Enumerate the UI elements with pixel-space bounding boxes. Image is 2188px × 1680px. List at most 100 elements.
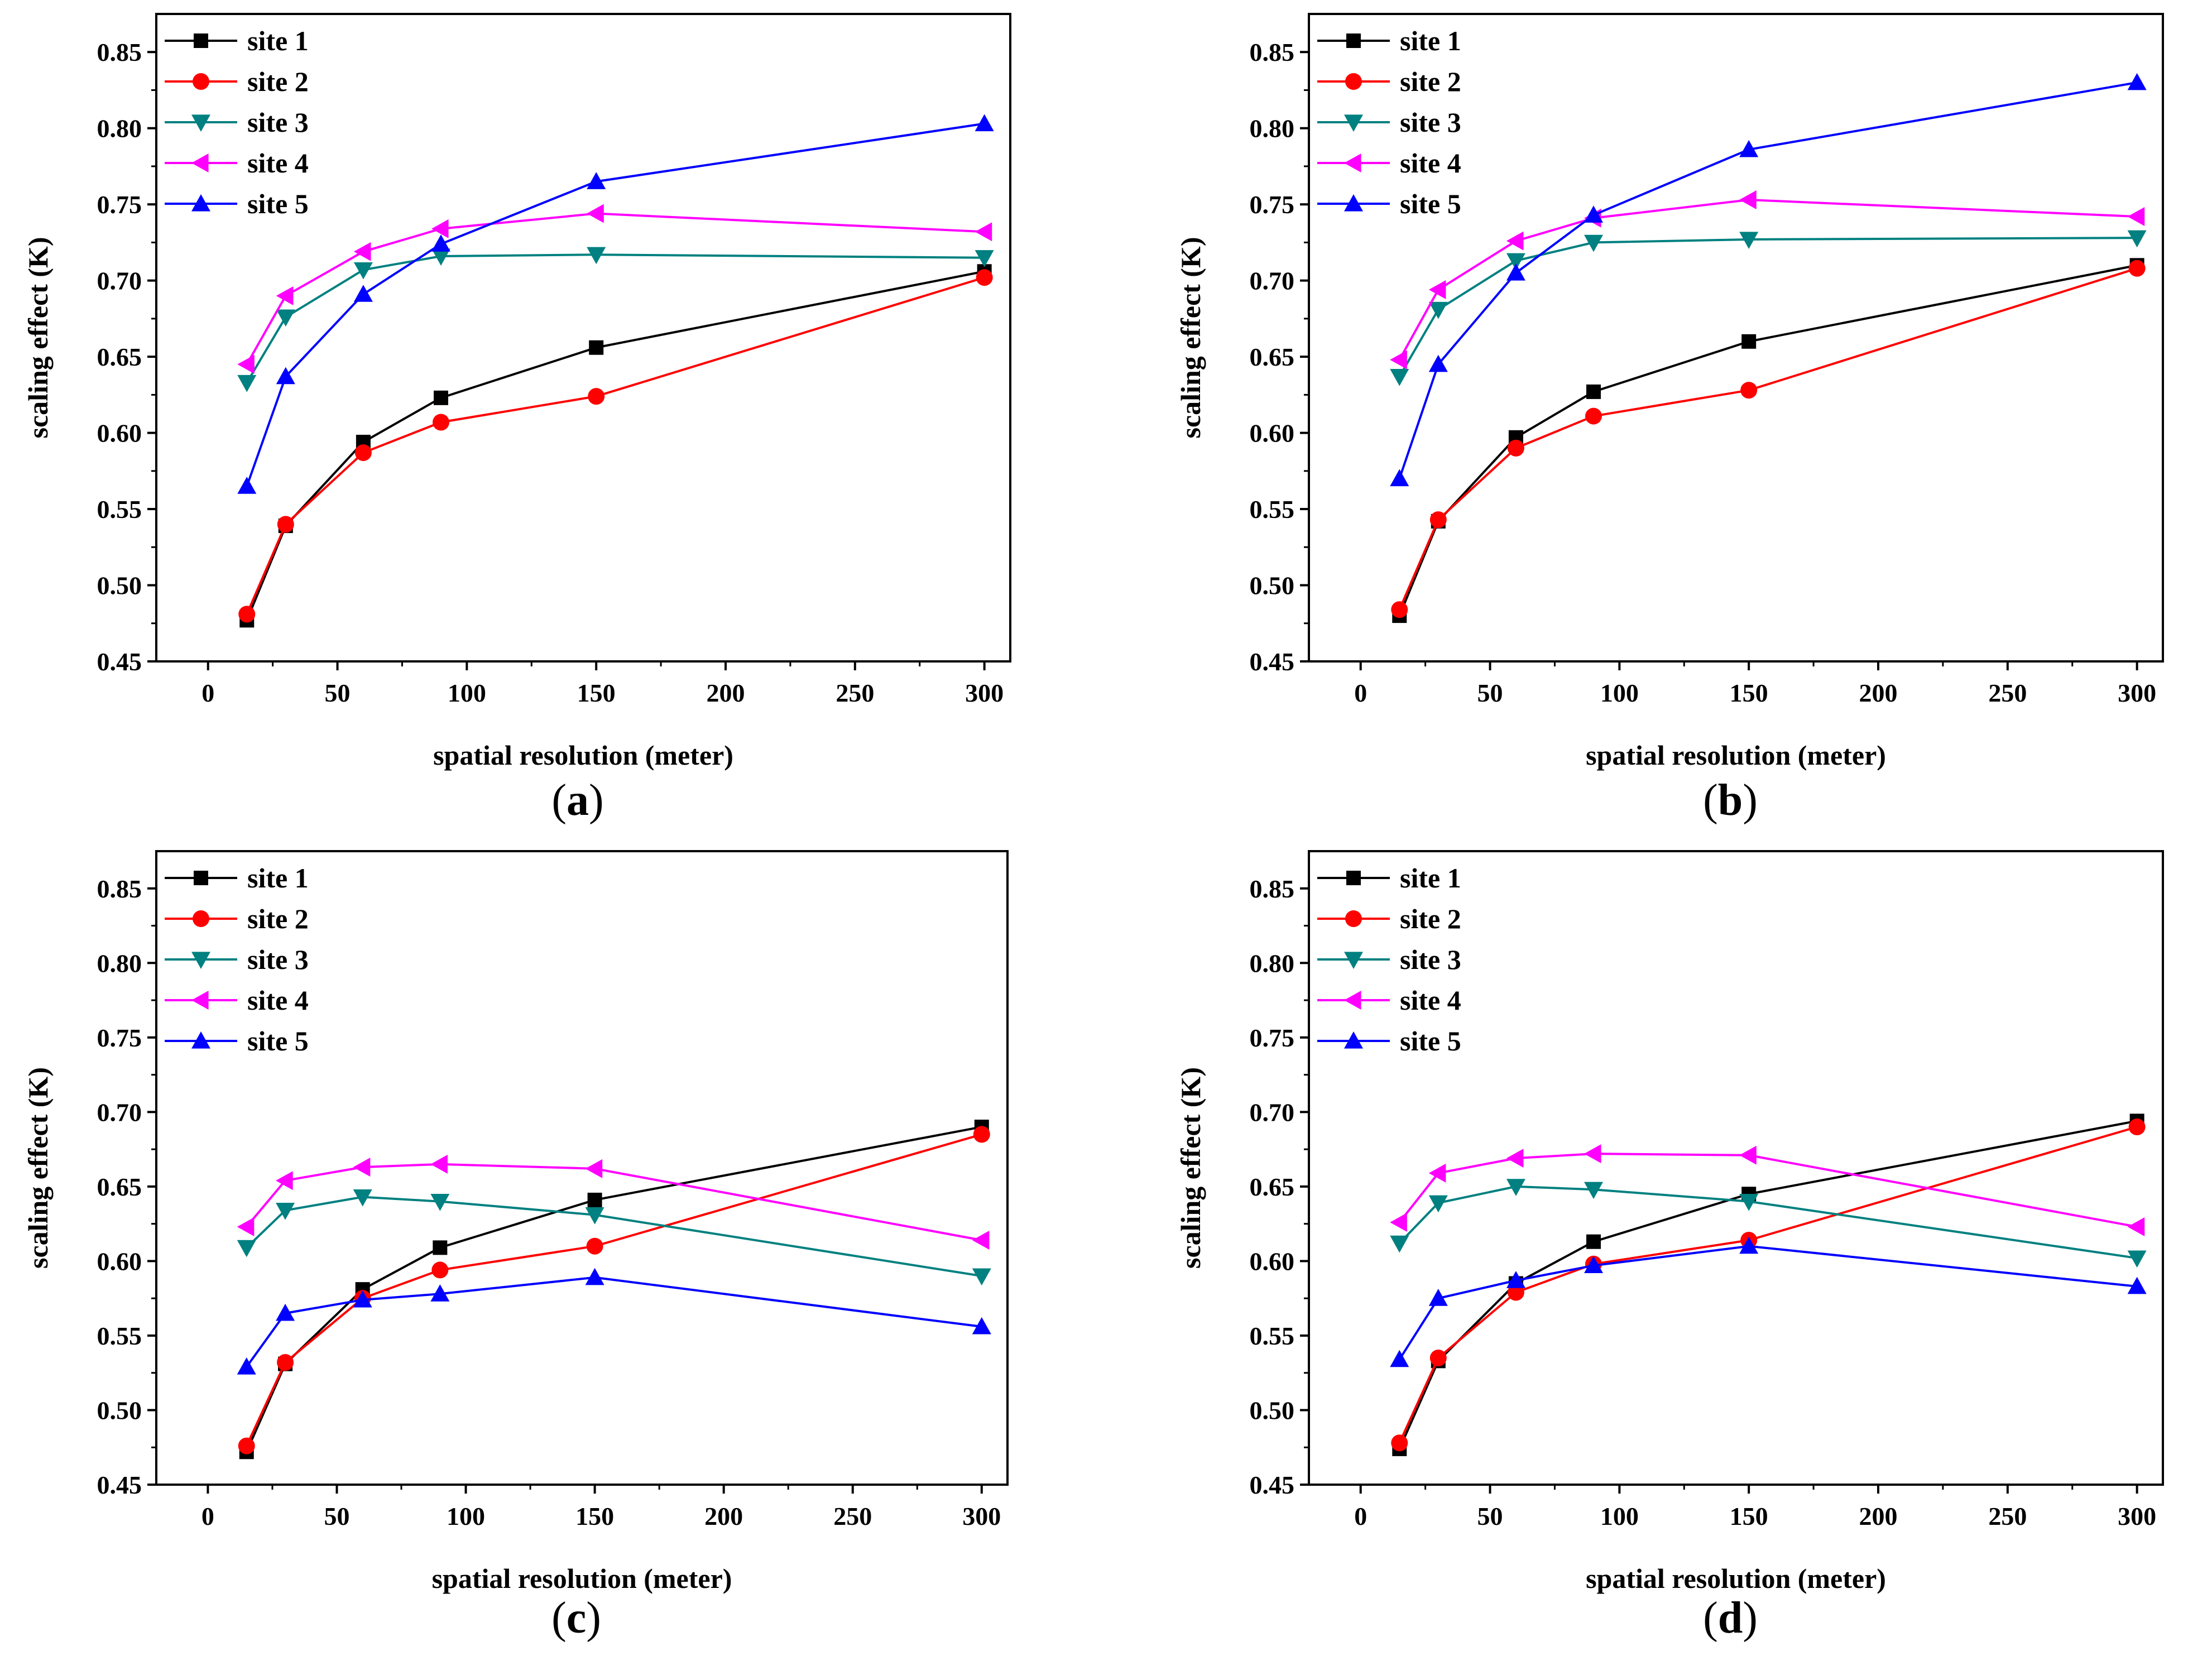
legend-label: site 5	[247, 1025, 309, 1057]
data-point	[1584, 1256, 1603, 1274]
data-point	[431, 219, 449, 238]
series-line	[246, 276, 985, 615]
data-point	[1739, 190, 1757, 209]
x-tick-label: 200	[707, 679, 745, 707]
y-tick-label: 0.65	[1250, 343, 1295, 371]
data-point	[1739, 1145, 1757, 1165]
series-line	[1398, 1120, 2138, 1449]
data-point	[276, 1303, 295, 1321]
y-tick-label: 0.70	[1250, 267, 1295, 295]
data-point	[1584, 1182, 1603, 1199]
data-point	[1584, 234, 1603, 252]
y-tick-label: 0.70	[97, 267, 142, 295]
x-tick-label: 100	[447, 1502, 485, 1530]
data-point	[276, 286, 294, 305]
x-axis-label: spatial resolution (meter)	[1586, 1563, 1886, 1594]
series-line	[1398, 267, 2138, 610]
data-point	[1390, 369, 1409, 386]
x-tick-label: 250	[1988, 1502, 2027, 1530]
legend-marker	[193, 910, 209, 927]
data-point	[276, 1171, 293, 1191]
data-point	[1584, 205, 1603, 223]
series-line	[1398, 81, 2137, 479]
data-point	[1428, 1195, 1448, 1213]
data-point	[1391, 601, 1408, 618]
series-line	[246, 212, 985, 365]
data-point	[1390, 1212, 1407, 1232]
x-tick-label: 100	[448, 679, 486, 707]
data-point	[1506, 1179, 1525, 1196]
legend-marker	[191, 153, 209, 172]
data-point	[434, 390, 448, 405]
data-point	[585, 1268, 604, 1285]
data-point	[276, 309, 295, 327]
legend-label: site 1	[1400, 25, 1461, 56]
series-line	[1398, 1153, 2137, 1228]
data-point	[1390, 469, 1409, 487]
legend-label: site 2	[1400, 66, 1461, 97]
y-tick-label: 0.55	[1250, 1322, 1295, 1350]
legend-label: site 3	[1400, 944, 1461, 975]
panel-label: (d)	[1703, 1593, 1758, 1643]
data-point	[1428, 1163, 1446, 1183]
data-point	[1429, 1350, 1447, 1366]
y-tick-label: 0.60	[97, 1247, 142, 1275]
data-point	[1428, 280, 1446, 300]
y-tick-label: 0.80	[97, 114, 142, 143]
data-point	[2127, 1276, 2147, 1294]
data-point	[1506, 1149, 1524, 1168]
y-axis-label: scaling effect (K)	[1175, 237, 1206, 439]
y-tick-label: 0.60	[97, 419, 142, 448]
legend-marker	[1345, 910, 1362, 927]
y-tick-label: 0.70	[97, 1098, 142, 1126]
y-tick-label: 0.80	[1250, 949, 1295, 977]
x-tick-label: 50	[324, 1502, 349, 1530]
data-point	[1506, 253, 1525, 271]
data-point	[430, 1284, 450, 1302]
y-tick-label: 0.55	[97, 1322, 142, 1350]
legend-label: site 3	[1400, 107, 1461, 138]
data-point	[431, 248, 450, 266]
legend-marker	[1346, 33, 1361, 48]
plot-frame	[1308, 850, 2164, 1486]
data-point	[1428, 1289, 1448, 1306]
panel-label: (a)	[551, 776, 603, 825]
x-tick-label: 300	[2118, 1502, 2156, 1530]
y-tick-label: 0.50	[1250, 572, 1295, 600]
y-axis-label: scaling effect (K)	[22, 237, 54, 439]
data-point	[588, 388, 605, 405]
plot-frame	[155, 13, 1011, 663]
y-tick-label: 0.50	[1250, 1396, 1295, 1424]
legend-label: site 2	[247, 66, 309, 97]
data-point	[1739, 232, 1759, 249]
legend-label: site 4	[247, 147, 309, 179]
legend-label: site 5	[1400, 188, 1461, 219]
data-point	[276, 367, 295, 385]
data-point	[433, 414, 449, 431]
data-point	[2127, 1217, 2145, 1236]
data-point	[975, 250, 994, 267]
legend-marker	[1345, 73, 1362, 90]
data-point	[972, 1268, 991, 1286]
legend-marker	[191, 194, 210, 212]
data-point	[1739, 1193, 1759, 1211]
series-line	[1398, 1185, 2137, 1260]
y-tick-label: 0.45	[97, 1471, 142, 1499]
data-point	[353, 1158, 371, 1177]
data-point	[431, 234, 450, 252]
x-tick-label: 250	[836, 679, 874, 707]
data-point	[973, 1126, 990, 1143]
legend-marker	[193, 73, 209, 90]
data-point	[237, 354, 255, 374]
data-point	[975, 222, 992, 242]
data-point	[433, 1240, 448, 1255]
data-point	[1390, 1235, 1409, 1253]
x-tick-label: 50	[325, 679, 351, 707]
y-tick-label: 0.80	[1250, 114, 1295, 143]
data-point	[353, 285, 373, 302]
legend-marker	[191, 114, 210, 132]
data-point	[1428, 354, 1448, 372]
data-point	[238, 606, 256, 623]
data-point	[972, 1231, 990, 1250]
